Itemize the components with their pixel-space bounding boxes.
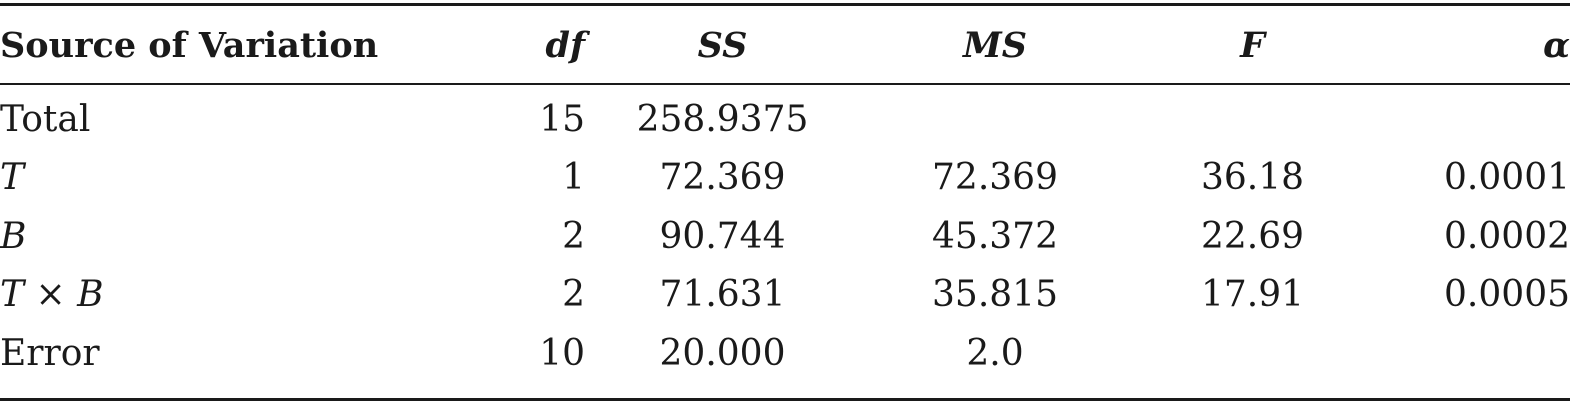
header-df: df bbox=[545, 25, 585, 66]
row-total-df: 15 bbox=[539, 98, 585, 140]
row-txb-df: 2 bbox=[562, 274, 585, 316]
anova-table: Source of Variation df SS MS F α Total 1… bbox=[0, 7, 1570, 383]
table-row: B 2 90.744 45.372 22.69 0.0002 bbox=[0, 207, 1570, 266]
header-ms: MS bbox=[962, 25, 1028, 66]
header-source: Source of Variation bbox=[0, 25, 379, 66]
row-txb-ms: 35.815 bbox=[932, 274, 1058, 316]
row-txb-f: 17.91 bbox=[1200, 274, 1305, 316]
row-txb-source-times: × bbox=[24, 274, 78, 316]
row-t-ms: 72.369 bbox=[932, 157, 1058, 199]
row-b-alpha: 0.0002 bbox=[1444, 215, 1570, 257]
row-error-df: 10 bbox=[539, 332, 585, 374]
header-ss: SS bbox=[697, 25, 748, 66]
table-row: Error 10 20.000 2.0 bbox=[0, 324, 1570, 383]
table-header: Source of Variation df SS MS F α bbox=[0, 7, 1570, 84]
row-txb-source: T × B bbox=[0, 266, 310, 325]
row-b-ss: 90.744 bbox=[659, 215, 786, 257]
header-alpha: α bbox=[1543, 25, 1570, 66]
row-error-alpha bbox=[1375, 324, 1570, 383]
row-txb-source-b: B bbox=[77, 274, 104, 316]
row-error-ss: 20.000 bbox=[659, 332, 786, 374]
row-b-df: 2 bbox=[562, 215, 585, 257]
row-txb-alpha: 0.0005 bbox=[1444, 274, 1570, 316]
table-row: T × B 2 71.631 35.815 17.91 0.0005 bbox=[0, 266, 1570, 325]
header-f: F bbox=[1240, 25, 1265, 66]
row-total-source: Total bbox=[0, 98, 91, 140]
row-b-f: 22.69 bbox=[1200, 215, 1305, 257]
table-row: T 1 72.369 72.369 36.18 0.0001 bbox=[0, 149, 1570, 208]
row-total-ms bbox=[860, 84, 1130, 149]
row-error-f bbox=[1130, 324, 1375, 383]
table-row: Total 15 258.9375 bbox=[0, 84, 1570, 149]
row-t-source: T bbox=[0, 157, 25, 199]
row-t-alpha: 0.0001 bbox=[1444, 157, 1570, 199]
row-t-ss: 72.369 bbox=[659, 157, 786, 199]
row-b-source: B bbox=[0, 215, 27, 257]
row-total-ss: 258.9375 bbox=[636, 98, 809, 140]
table-bottom-rule bbox=[0, 398, 1570, 401]
row-txb-ss: 71.631 bbox=[659, 274, 786, 316]
row-error-source: Error bbox=[0, 332, 100, 374]
row-t-f: 36.18 bbox=[1200, 157, 1305, 199]
header-row: Source of Variation df SS MS F α bbox=[0, 7, 1570, 84]
row-t-df: 1 bbox=[562, 157, 585, 199]
row-error-ms: 2.0 bbox=[966, 332, 1024, 374]
row-b-ms: 45.372 bbox=[932, 215, 1058, 257]
table-top-rule bbox=[0, 3, 1570, 6]
row-total-f bbox=[1130, 84, 1375, 149]
table-body: Total 15 258.9375 T 1 72.369 72.369 36.1… bbox=[0, 84, 1570, 383]
table-header-rule bbox=[0, 83, 1570, 85]
row-txb-source-t: T bbox=[0, 274, 25, 316]
row-total-alpha bbox=[1375, 84, 1570, 149]
